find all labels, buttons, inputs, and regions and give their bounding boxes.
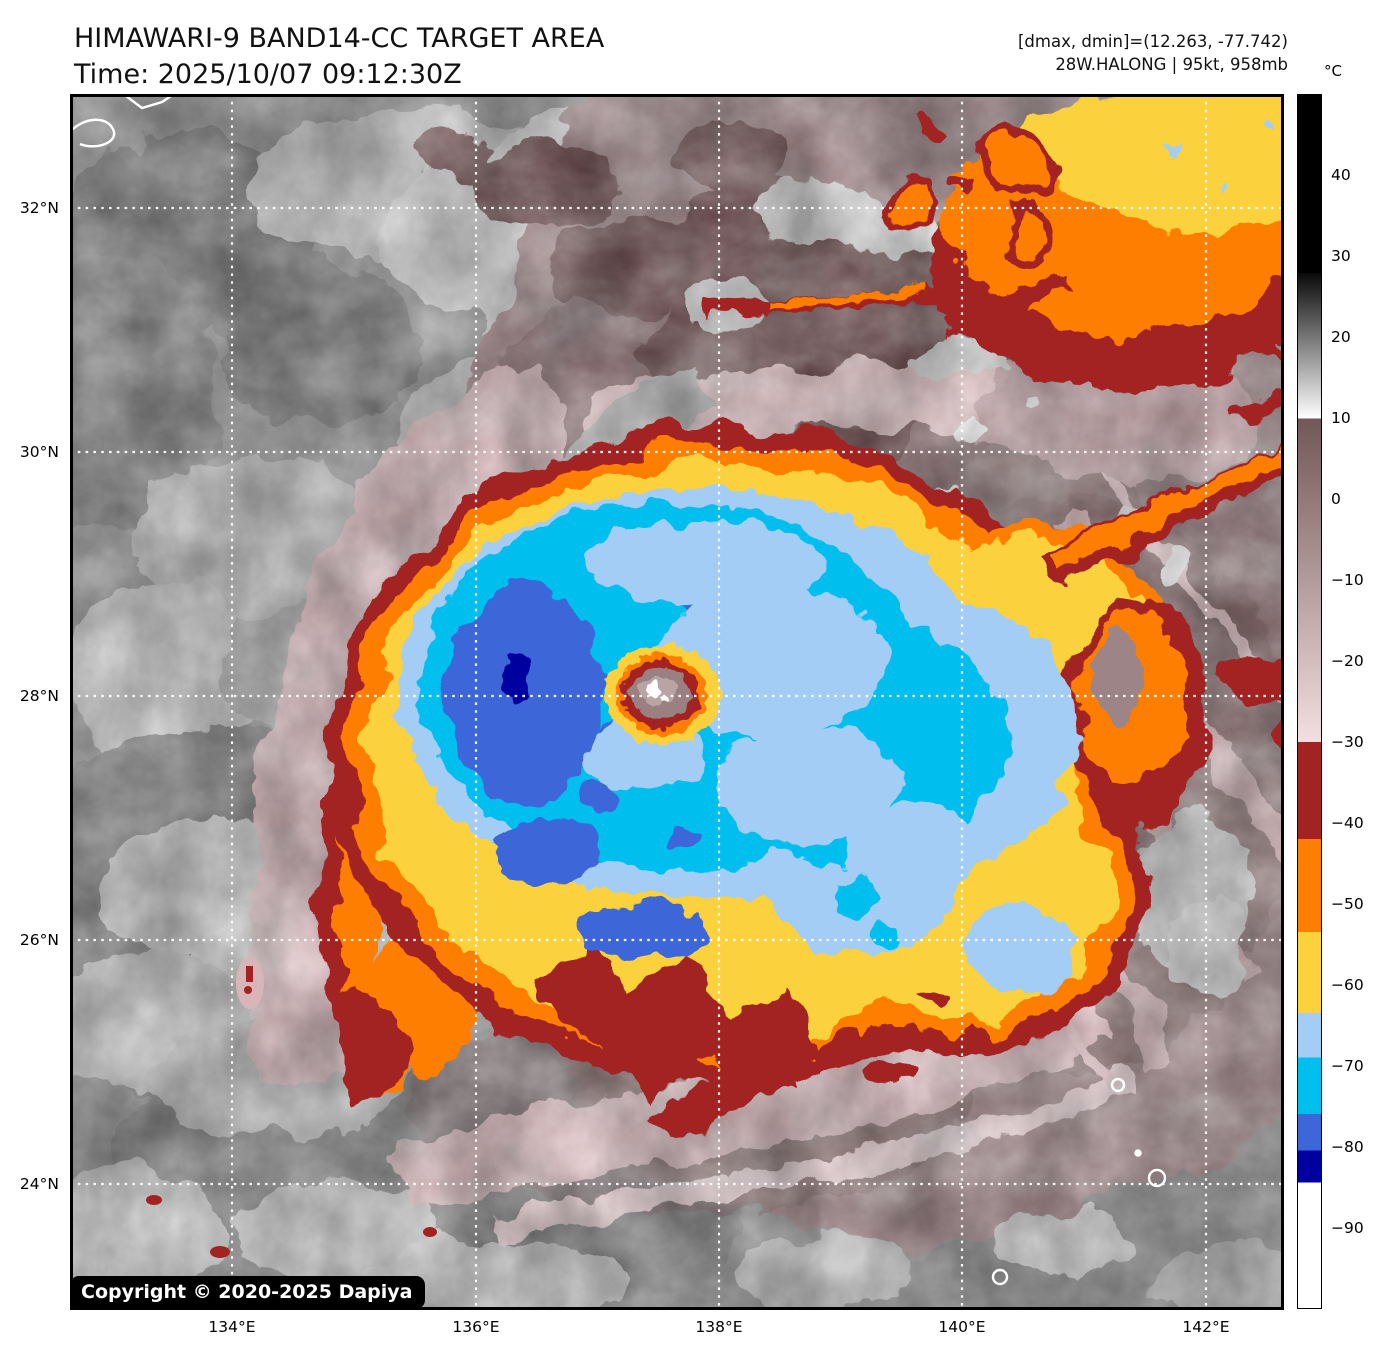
product-title: HIMAWARI-9 BAND14-CC TARGET AREA bbox=[74, 23, 605, 54]
longitude-tick-label: 140°E bbox=[938, 1318, 986, 1336]
colorbar-tick-label: −60 bbox=[1331, 976, 1364, 994]
storm-id-intensity: 28W.HALONG | 95kt, 958mb bbox=[1055, 54, 1288, 74]
colorbar-tick-label: −20 bbox=[1331, 652, 1364, 670]
colorbar-tick-label: −40 bbox=[1331, 814, 1364, 832]
longitude-axis: 134°E 136°E 138°E 140°E 142°E bbox=[70, 1318, 1284, 1342]
colorbar-tick-label: 30 bbox=[1331, 247, 1351, 265]
satellite-map-image bbox=[70, 94, 1284, 1310]
dmax-dmin-stats: [dmax, dmin]=(12.263, -77.742) bbox=[1018, 32, 1288, 51]
header-annotations: [dmax, dmin]=(12.263, -77.742) 28W.HALON… bbox=[1018, 31, 1288, 76]
colorbar-tick-label: 20 bbox=[1331, 328, 1351, 346]
map-border bbox=[70, 94, 1284, 1310]
colorbar-tick-label: −10 bbox=[1331, 571, 1364, 589]
copyright-badge: Copyright © 2020-2025 Dapiya bbox=[70, 1276, 426, 1309]
colorbar-tick-label: −30 bbox=[1331, 733, 1364, 751]
coastline-overlay bbox=[70, 94, 1167, 1286]
colorbar-tick-label: 10 bbox=[1331, 409, 1351, 427]
colorbar-tick-label: −80 bbox=[1331, 1138, 1364, 1156]
longitude-tick-label: 138°E bbox=[695, 1318, 743, 1336]
colorbar-tick-label: 0 bbox=[1331, 490, 1341, 508]
satellite-scene bbox=[70, 94, 1284, 1310]
colorbar-unit-label: °C bbox=[1324, 62, 1342, 80]
longitude-tick-label: 134°E bbox=[208, 1318, 256, 1336]
colorbar-tick-label: 40 bbox=[1331, 166, 1351, 184]
colorbar-tick-label: −90 bbox=[1331, 1219, 1364, 1237]
colorbar-tick-labels: 40 30 20 10 0 −10 −20 −30 −40 −50 −60 −70 −80 −90 bbox=[1331, 94, 1387, 1309]
latitude-tick-label: 28°N bbox=[19, 687, 59, 705]
colorbar-tick-label: −50 bbox=[1331, 895, 1364, 913]
small-warm-features bbox=[146, 957, 437, 1258]
latitude-tick-label: 32°N bbox=[19, 199, 59, 217]
latitude-tick-label: 26°N bbox=[19, 931, 59, 949]
latitude-tick-label: 24°N bbox=[19, 1175, 59, 1193]
latitude-axis: 32°N 30°N 28°N 26°N 24°N bbox=[0, 94, 64, 1310]
longitude-tick-label: 136°E bbox=[452, 1318, 500, 1336]
latitude-tick-label: 30°N bbox=[19, 443, 59, 461]
page-title: HIMAWARI-9 BAND14-CC TARGET AREA Time: 2… bbox=[74, 21, 604, 93]
timestamp: Time: 2025/10/07 09:12:30Z bbox=[74, 59, 462, 90]
colorbar-tick-label: −70 bbox=[1331, 1057, 1364, 1075]
longitude-tick-label: 142°E bbox=[1182, 1318, 1230, 1336]
temperature-colorbar bbox=[1297, 94, 1322, 1309]
